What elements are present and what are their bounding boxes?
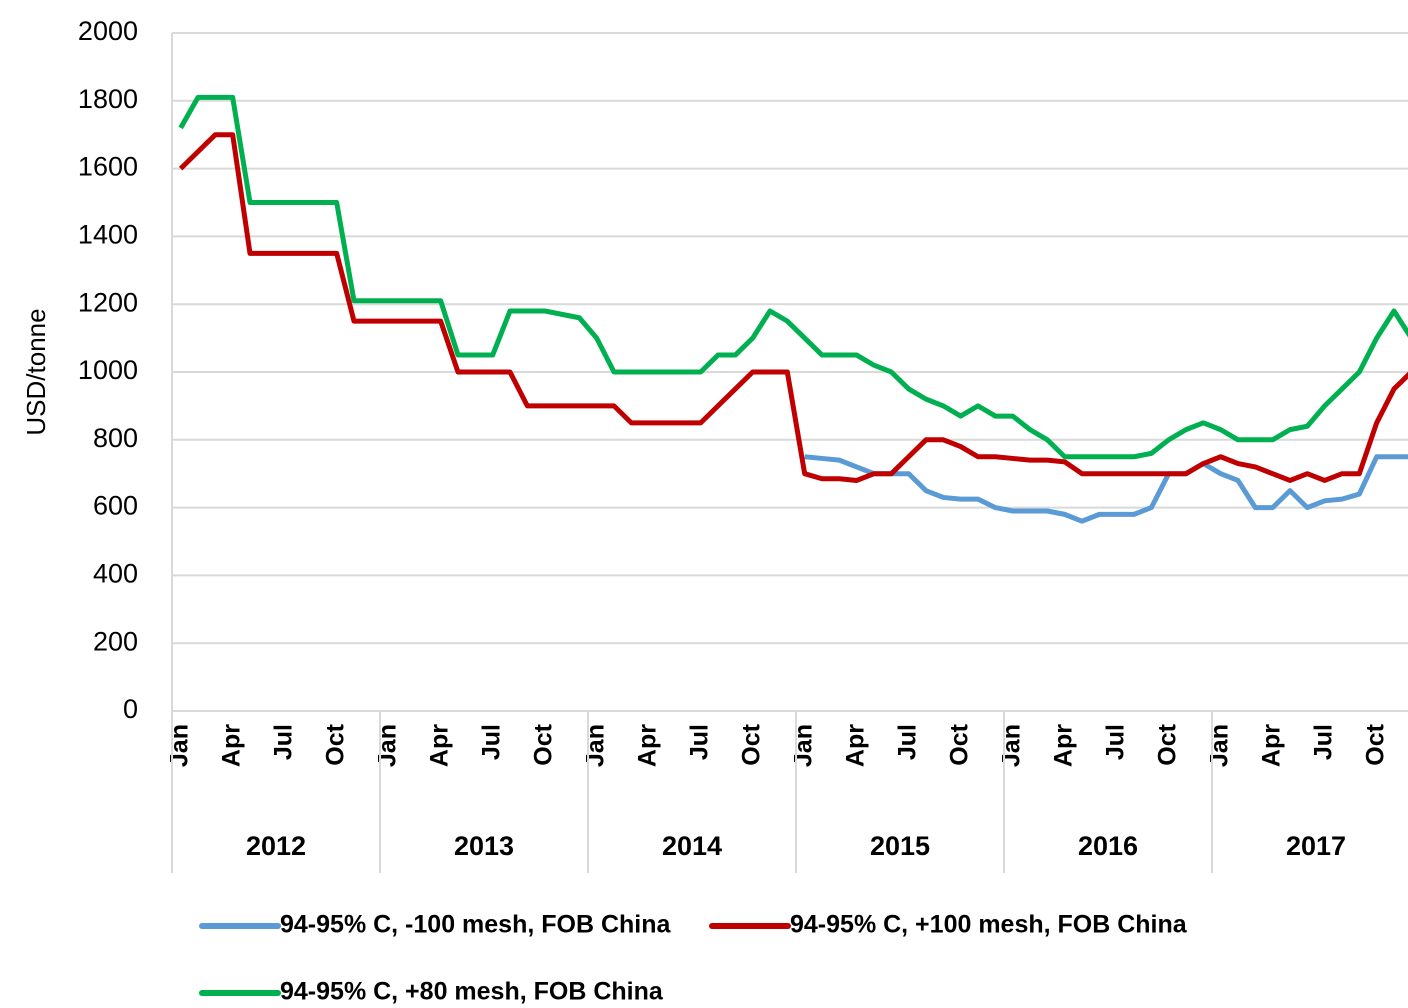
x-tick-label: Oct	[945, 723, 973, 765]
x-tick-label: Apr	[425, 724, 453, 767]
series-line	[804, 454, 1408, 524]
y-tick-label: 600	[93, 491, 138, 521]
x-tick-label: Jul	[893, 724, 921, 760]
x-tick-label: Oct	[529, 723, 557, 765]
y-tick-label: 1200	[78, 287, 138, 317]
x-tick-label: Apr	[1049, 724, 1077, 767]
x-tick-label: Jan	[373, 724, 401, 767]
x-tick-label: Oct	[1153, 723, 1181, 765]
y-tick-label: 1800	[78, 84, 138, 114]
y-tick-label: 1600	[78, 152, 138, 182]
x-tick-label: Jan	[165, 724, 193, 767]
x-tick-label: Jul	[1101, 724, 1129, 760]
x-tick-label: Oct	[1361, 723, 1389, 765]
year-label: 2013	[454, 831, 514, 861]
x-tick-label: Jan	[997, 724, 1025, 767]
year-label: 2016	[1078, 831, 1138, 861]
x-tick-label: Jul	[269, 724, 297, 760]
year-label: 2017	[1286, 831, 1346, 861]
x-tick-label: Oct	[737, 723, 765, 765]
y-tick-label: 200	[93, 626, 138, 656]
x-tick-label: Oct	[321, 723, 349, 765]
x-tick-label: Apr	[633, 724, 661, 767]
year-label: 2015	[870, 831, 930, 861]
x-tick-label: Jul	[685, 724, 713, 760]
y-tick-label: 1000	[78, 355, 138, 385]
x-tick-label: Jul	[1309, 724, 1337, 760]
legend-label: 94-95% C, +80 mesh, FOB China	[280, 978, 664, 1006]
series-line	[178, 94, 1408, 460]
y-tick-label: 0	[123, 694, 138, 724]
x-tick-label: Jan	[581, 724, 609, 767]
y-tick-label: 800	[93, 423, 138, 453]
x-tick-label: Jan	[789, 724, 817, 767]
year-label: 2012	[246, 831, 306, 861]
x-tick-label: Jul	[477, 724, 505, 760]
x-tick-label: Jan	[1205, 724, 1233, 767]
x-tick-label: Apr	[217, 724, 245, 767]
y-tick-label: 400	[93, 559, 138, 589]
y-tick-label: 1400	[78, 220, 138, 250]
x-tick-label: Apr	[841, 724, 869, 767]
x-tick-label: Apr	[1257, 724, 1285, 767]
y-tick-label: 2000	[78, 16, 138, 46]
legend-label: 94-95% C, +100 mesh, FOB China	[790, 911, 1188, 939]
year-label: 2014	[662, 831, 722, 861]
series-line	[178, 132, 1408, 483]
y-axis-title: USD/tonne	[21, 308, 51, 435]
legend-label: 94-95% C, -100 mesh, FOB China	[280, 911, 672, 939]
